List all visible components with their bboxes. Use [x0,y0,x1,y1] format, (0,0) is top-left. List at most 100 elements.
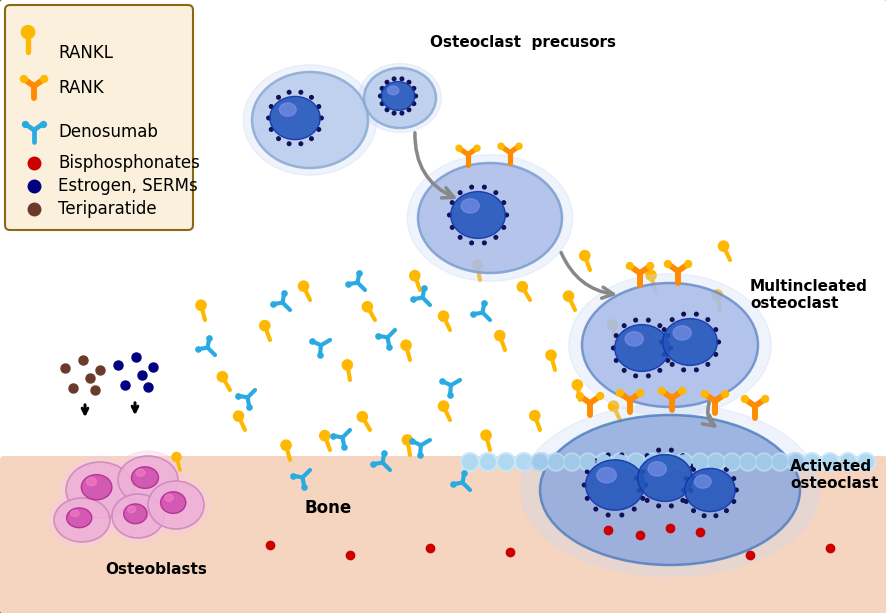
Text: Osteoblasts: Osteoblasts [105,563,206,577]
Circle shape [579,453,596,471]
Ellipse shape [165,494,173,501]
Circle shape [756,455,770,469]
Circle shape [688,464,692,467]
Circle shape [438,311,448,321]
Circle shape [659,454,675,470]
Circle shape [669,504,672,508]
Circle shape [196,300,206,310]
Circle shape [747,452,767,472]
Circle shape [516,454,532,470]
Circle shape [641,454,657,470]
Circle shape [740,455,754,469]
Circle shape [657,324,661,327]
Ellipse shape [59,457,141,524]
Circle shape [450,201,454,204]
Circle shape [400,112,403,115]
Circle shape [713,454,729,470]
Ellipse shape [269,96,320,140]
Circle shape [724,468,727,471]
Ellipse shape [82,474,112,500]
Circle shape [644,455,658,469]
Circle shape [596,392,602,399]
Circle shape [681,368,685,371]
Circle shape [711,452,731,472]
Circle shape [659,340,663,344]
Ellipse shape [243,65,377,175]
Circle shape [729,452,750,472]
Circle shape [670,318,673,321]
Circle shape [438,401,448,411]
Circle shape [619,513,623,517]
Circle shape [621,452,641,472]
Circle shape [455,145,462,151]
Circle shape [821,454,837,470]
Circle shape [772,455,786,469]
Circle shape [783,452,803,472]
Circle shape [668,346,672,350]
Text: Multincleated
osteoclast: Multincleated osteoclast [750,279,867,311]
Circle shape [529,411,540,421]
FancyBboxPatch shape [0,456,886,613]
Circle shape [309,137,313,140]
Ellipse shape [54,498,110,542]
Circle shape [819,452,839,472]
Circle shape [545,350,556,360]
Ellipse shape [387,86,399,95]
Circle shape [582,483,586,487]
Circle shape [801,452,821,472]
Circle shape [680,454,684,457]
Circle shape [299,91,302,94]
Circle shape [392,77,395,81]
Circle shape [645,454,649,457]
FancyArrowPatch shape [561,253,613,298]
Circle shape [549,452,570,472]
Circle shape [516,143,522,149]
Circle shape [701,390,707,397]
Text: RANKL: RANKL [58,44,113,62]
Circle shape [680,498,684,502]
Circle shape [731,454,747,470]
Circle shape [741,395,748,402]
Circle shape [378,94,382,98]
Circle shape [276,96,280,99]
Ellipse shape [417,163,562,273]
Circle shape [269,105,273,109]
Circle shape [595,453,612,471]
Circle shape [676,455,690,469]
Ellipse shape [358,64,441,132]
Circle shape [681,312,685,316]
Circle shape [470,185,473,189]
Circle shape [711,290,721,300]
Circle shape [357,412,367,422]
Circle shape [172,452,181,462]
Ellipse shape [568,273,770,416]
Circle shape [460,452,479,472]
Circle shape [276,137,280,140]
Circle shape [738,453,756,471]
Circle shape [563,291,573,301]
Circle shape [473,145,479,151]
Ellipse shape [407,154,572,281]
Circle shape [471,260,482,270]
Ellipse shape [694,475,711,488]
Circle shape [412,102,416,105]
Circle shape [684,477,688,481]
Circle shape [640,452,659,472]
Circle shape [657,448,660,452]
Circle shape [414,94,417,98]
Circle shape [495,452,516,472]
Circle shape [646,318,649,322]
Circle shape [665,334,669,337]
Circle shape [616,389,623,397]
Circle shape [708,455,722,469]
Circle shape [632,459,635,463]
Circle shape [641,470,644,473]
Circle shape [342,360,352,370]
Ellipse shape [136,469,144,476]
Circle shape [789,455,802,469]
FancyArrowPatch shape [702,403,714,426]
Circle shape [734,488,737,492]
Circle shape [657,368,661,372]
Circle shape [684,261,691,267]
Ellipse shape [520,404,819,576]
